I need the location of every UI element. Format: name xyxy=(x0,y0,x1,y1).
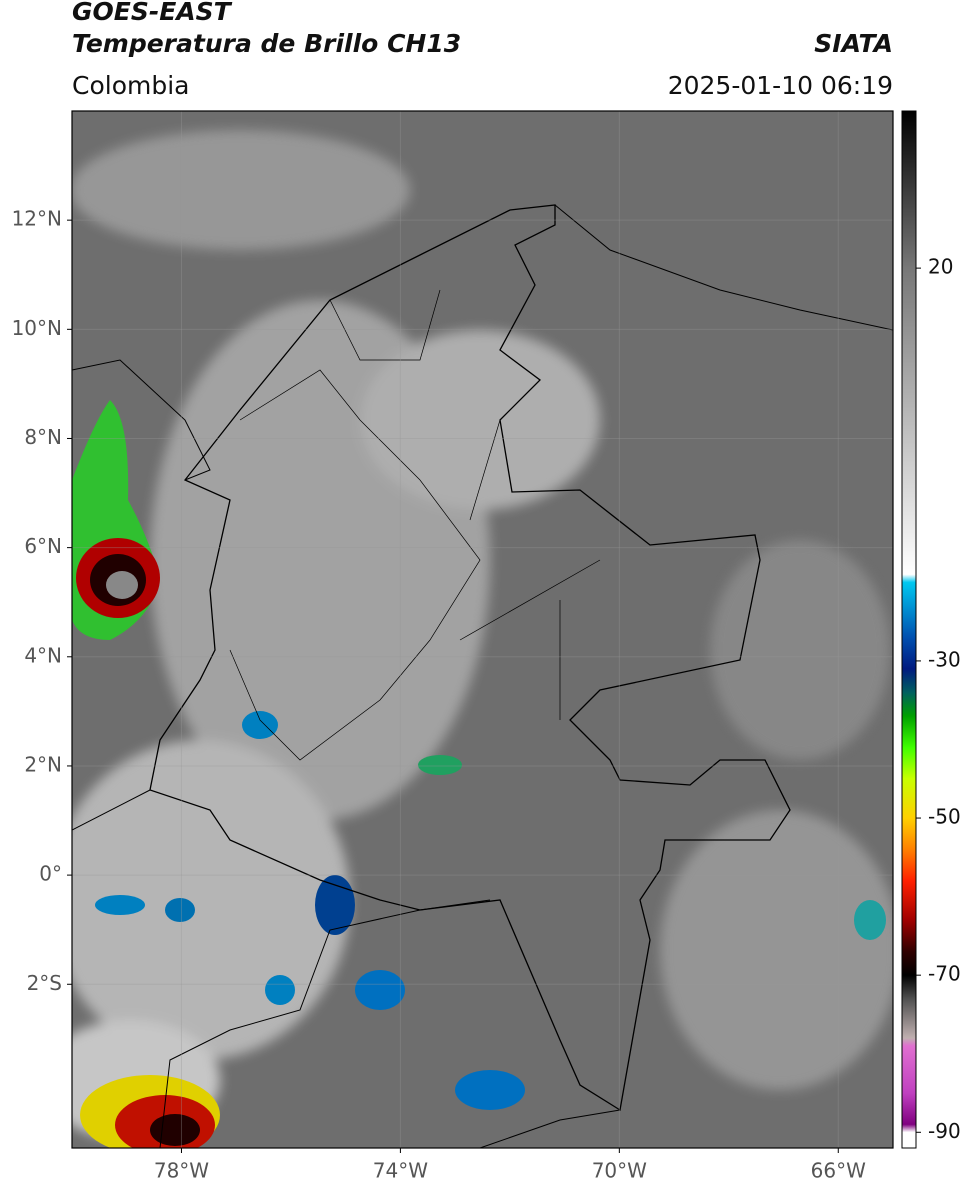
source: SIATA xyxy=(814,29,893,58)
y-tick-label: 2°S xyxy=(27,971,62,995)
x-tick-label: 66°W xyxy=(811,1159,866,1183)
grid xyxy=(72,111,893,1148)
x-tick-label: 70°W xyxy=(592,1159,647,1183)
y-tick-label: 8°N xyxy=(24,425,62,449)
y-tick-label: 10°N xyxy=(12,316,62,340)
title: GOES-EAST xyxy=(72,0,233,26)
colorbar-tick-label: -90 xyxy=(928,1119,961,1143)
map-frame xyxy=(71,110,894,1149)
colorbar-tick-label: -30 xyxy=(928,647,961,671)
y-tick-label: 0° xyxy=(39,862,62,886)
y-tick-label: 2°N xyxy=(24,752,62,776)
y-tick-label: 6°N xyxy=(24,534,62,558)
y-tick-label: 4°N xyxy=(24,643,62,667)
timestamp: 2025-01-10 06:19 xyxy=(668,71,893,100)
x-tick-label: 74°W xyxy=(373,1159,428,1183)
x-tick-label: 78°W xyxy=(154,1159,209,1183)
region: Colombia xyxy=(72,71,189,100)
colorbar-tick-label: -70 xyxy=(928,962,961,986)
subtitle: Temperatura de Brillo CH13 xyxy=(72,29,461,58)
colorbar xyxy=(901,110,917,1149)
y-tick-label: 12°N xyxy=(12,207,62,231)
map-image xyxy=(72,111,893,1148)
colorbar-tick-label: -50 xyxy=(928,805,961,829)
colorbar-tick-label: 20 xyxy=(928,255,953,279)
